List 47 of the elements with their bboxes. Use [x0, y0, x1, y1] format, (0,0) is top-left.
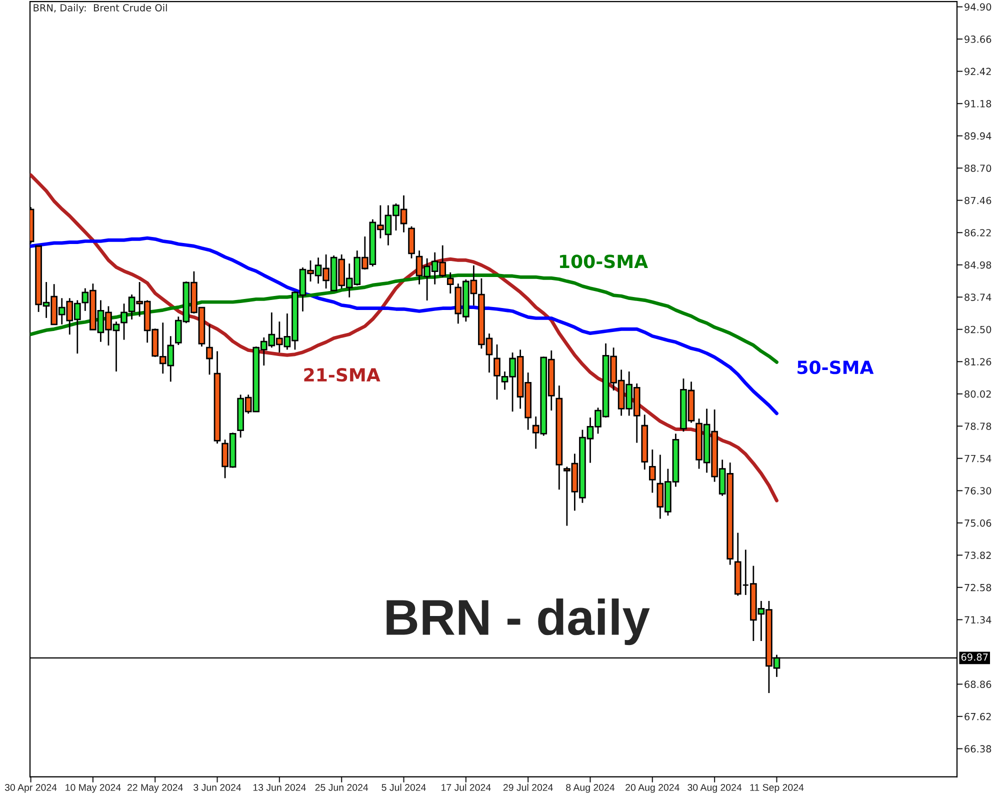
y-tick-label: 80.02	[964, 390, 991, 398]
y-tick-label: 67.62	[964, 712, 991, 720]
y-tick-label: 78.78	[964, 422, 992, 430]
candlestick	[206, 324, 213, 376]
y-tick-label: 72.58	[964, 584, 992, 592]
y-tick-label: 68.86	[964, 680, 992, 688]
y-tick-label: 76.30	[964, 487, 992, 494]
y-tick-label: 71.34	[964, 616, 992, 624]
x-tick-label: 3 Jun 2024	[194, 784, 242, 791]
x-tick-label: 20 Aug 2024	[626, 784, 680, 793]
x-tick-label: 10 May 2024	[66, 784, 121, 793]
x-tick-label: 29 Jul 2024	[503, 784, 553, 791]
y-tick-label: 73.82	[964, 552, 991, 559]
y-tick-label: 94.90	[964, 3, 992, 11]
y-tick-label: 75.06	[964, 519, 992, 527]
y-tick-label: 77.54	[964, 455, 992, 462]
y-tick-label: 82.50	[964, 326, 992, 334]
x-tick-label: 13 Jun 2024	[253, 784, 306, 791]
y-tick-label: 81.26	[964, 358, 992, 366]
x-tick-label: 25 Jun 2024	[315, 784, 368, 791]
candlestick	[648, 448, 656, 494]
x-tick-label: 8 Aug 2024	[566, 784, 615, 793]
y-tick-label: 87.46	[964, 196, 992, 204]
y-tick-label: 93.66	[964, 36, 992, 43]
x-tick-label: 5 Jul 2024	[382, 784, 426, 791]
chart-title: BRN, Daily: Brent Crude Oil	[34, 4, 167, 14]
x-tick-label: 11 Sep 2024	[750, 784, 804, 793]
series-label: 21-SMA	[304, 368, 380, 382]
series-label: 100-SMA	[560, 254, 648, 268]
y-tick-label: 92.42	[964, 68, 991, 76]
y-tick-label: 88.70	[964, 164, 992, 172]
y-tick-label: 84.98	[964, 261, 992, 269]
candlestick	[120, 302, 128, 340]
y-tick-label: 83.74	[964, 294, 992, 301]
ref-line-label: 69.87	[961, 653, 988, 661]
y-tick-label: 89.94	[964, 132, 992, 140]
x-tick-label: 22 May 2024	[127, 784, 183, 793]
line-series	[30, 236, 778, 416]
y-tick-label: 86.22	[964, 229, 991, 236]
x-tick-label: 30 Aug 2024	[688, 784, 742, 793]
x-tick-label: 17 Jul 2024	[442, 784, 491, 791]
y-tick-label: 91.18	[964, 100, 992, 108]
annotation: BRN - daily	[386, 598, 650, 646]
text: 50-SMA	[798, 360, 874, 374]
candlestick	[446, 272, 454, 294]
x-tick-label: 30 Apr 2024	[4, 784, 57, 793]
y-tick-label: 66.38	[964, 745, 992, 753]
